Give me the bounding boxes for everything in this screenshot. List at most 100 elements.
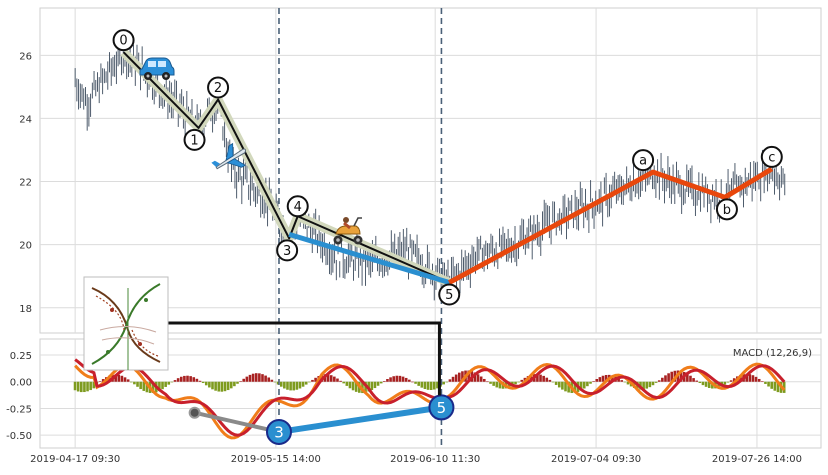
price-gridlines <box>40 8 821 333</box>
macd-hist-bar <box>311 379 314 382</box>
x-tick-4: 2019-07-26 14:00 <box>712 454 802 465</box>
macd-hist-bar <box>498 381 502 389</box>
macd-hist-bar <box>589 381 592 384</box>
inset-thumbnail <box>83 276 169 371</box>
macd-hist-bar <box>433 381 436 390</box>
macd-hist-bar <box>386 379 389 382</box>
macd-hist-bar <box>283 381 286 389</box>
macd-hist-bar <box>351 381 355 391</box>
macd-hist-bar <box>373 381 377 389</box>
macd-hist-bar <box>457 372 461 382</box>
macd-hist-bar <box>601 375 605 382</box>
macd-hist-bar <box>539 374 542 382</box>
macd-signal-line <box>74 358 786 437</box>
macd-y-tick-0: 0.25 <box>10 351 32 362</box>
macd-hist-bar <box>158 381 161 392</box>
macd-hist-bar <box>604 374 608 382</box>
macd-hist-bar <box>517 381 520 383</box>
wave-label-a: a <box>639 154 647 169</box>
wave-label-circle-0 <box>112 29 135 52</box>
macd-hist-bar <box>479 376 483 382</box>
macd-title: MACD (12,26,9) <box>733 348 812 359</box>
macd-hist-bar <box>233 381 236 387</box>
macd-hist-bar <box>273 381 277 383</box>
macd-hist-bar <box>770 381 773 389</box>
macd-hist-bar <box>495 381 499 388</box>
macd-hist-bar <box>339 380 342 382</box>
macd-hist-bar <box>654 381 658 383</box>
x-tick-3: 2019-07-04 09:30 <box>551 454 641 465</box>
macd-hist-bar <box>679 370 683 382</box>
macd-wave-bridge: 35 <box>188 394 455 445</box>
macd-hist-bar <box>173 380 177 382</box>
macd-hist-bar <box>617 378 620 382</box>
macd-hist-bar <box>292 381 296 391</box>
macd-hist-bar <box>764 381 767 384</box>
macd-hist-bar <box>76 381 80 392</box>
wave-label-2: 2 <box>214 81 222 96</box>
macd-hist-bar <box>379 381 383 384</box>
macd-hist-bar <box>270 379 274 382</box>
macd-hist-bar <box>561 381 564 390</box>
macd-hist-bar <box>267 377 271 382</box>
macd-y-tick-2: -0.25 <box>6 404 32 415</box>
macd-hist-bar <box>620 380 624 382</box>
wave-label-circle-4 <box>286 195 309 218</box>
macd-hist-bar <box>417 381 420 386</box>
wave-label-circle-a <box>632 149 655 172</box>
macd-hist-bar <box>73 381 77 391</box>
macd-hist-bar <box>670 371 674 382</box>
wave-label-circle-2 <box>207 76 230 99</box>
macd-hist-bar <box>667 373 670 382</box>
macd-hist-bar <box>395 375 399 382</box>
macd-hist-bar <box>773 381 777 391</box>
wave-label-4: 4 <box>294 200 302 215</box>
macd-hist-bar <box>345 381 349 386</box>
macd-hist-bar <box>467 370 470 382</box>
macd-hist-bar <box>448 379 452 382</box>
macd-hist-bar <box>754 376 758 382</box>
macd-hist-bar <box>545 377 549 382</box>
macd-hist-bar <box>201 381 205 384</box>
x-tick-1: 2019-05-15 14:00 <box>231 454 321 465</box>
macd-hist-bar <box>423 381 427 390</box>
price-y-tick-1: 20 <box>19 241 32 252</box>
macd-hist-bar <box>129 381 133 383</box>
macd-hist-bar <box>151 381 155 393</box>
macd-hist-bar <box>204 381 208 386</box>
macd-hist-bar <box>776 381 780 393</box>
macd-hist-bar <box>611 375 614 382</box>
macd-hist-bar <box>170 381 174 383</box>
impulse-wave-line <box>122 51 450 284</box>
macd-hist-bar <box>723 381 727 385</box>
price-y-tick-4: 26 <box>19 51 32 62</box>
macd-hist-bar <box>695 380 699 382</box>
macd-hist-bar <box>389 377 392 382</box>
macd-hist-bar <box>98 381 102 382</box>
macd-hist-bar <box>623 381 627 383</box>
macd-hist-bar <box>751 375 755 382</box>
macd-hist-bar <box>120 375 124 382</box>
macd-hist-bar <box>176 378 180 382</box>
macd-hist-bar <box>573 381 577 393</box>
macd-hist-bar <box>492 381 495 386</box>
macd-hist-bar <box>729 380 733 382</box>
macd-hist-bar <box>329 375 333 382</box>
macd-hist-bar <box>258 373 261 382</box>
macd-hist-bar <box>757 378 761 382</box>
macd-wave-3-5-bridge <box>278 404 442 435</box>
correction-wave-line <box>448 166 774 285</box>
wave-label-0: 0 <box>119 34 127 49</box>
macd-hist-bar <box>592 381 595 382</box>
macd-hist-bar <box>117 374 121 382</box>
macd-hist-bar <box>586 381 589 387</box>
macd-panel-frame <box>39 338 822 449</box>
macd-hist-bar <box>183 375 186 382</box>
macd-hist-bar <box>126 379 130 382</box>
macd-hist-bar <box>595 378 599 382</box>
inset-connector-line <box>168 321 441 396</box>
macd-hist-bar <box>308 381 311 383</box>
macd-hist-bar <box>370 381 374 391</box>
